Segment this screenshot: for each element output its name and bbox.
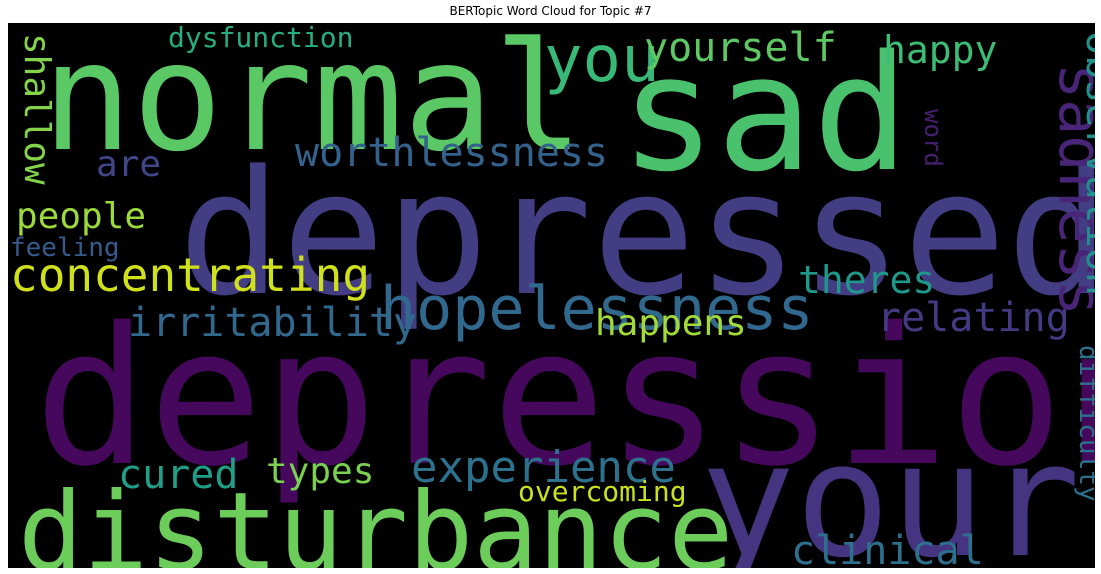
word-theres: theres	[798, 258, 935, 302]
word-hopelessness: hopelessness	[380, 274, 813, 344]
word-concentrating: concentrating	[10, 248, 370, 302]
word-your: your	[700, 409, 1081, 568]
word-yourself: yourself	[644, 25, 837, 71]
word-sad: sad	[620, 23, 909, 207]
word-cloud-background	[8, 23, 1095, 568]
word-normal: normal	[42, 23, 584, 185]
word-relating: relating	[877, 295, 1070, 341]
word-worthlessness: worthlessness	[295, 130, 608, 176]
word-depression: depression	[34, 287, 1095, 508]
word-overcoming: overcoming	[518, 475, 687, 508]
word-observation: observation	[1077, 31, 1095, 296]
word-feeling: feeling	[10, 233, 120, 263]
word-clinical: clinical	[791, 528, 984, 568]
word-sadness: sadness	[1045, 63, 1095, 316]
word-are: are	[96, 144, 161, 185]
word-happens: happens	[595, 303, 747, 344]
word-happy: happy	[883, 28, 997, 72]
word-experience: experience	[411, 442, 676, 493]
chart-title: BERTopic Word Cloud for Topic #7	[449, 4, 652, 18]
word-people: people	[16, 196, 146, 237]
word-you: you	[544, 23, 660, 97]
word-types: types	[266, 451, 374, 492]
word-dysfunction: dysfunction	[168, 23, 353, 54]
word-depressed: depressed	[178, 133, 1095, 334]
word-difficulty: difficulty	[1073, 345, 1095, 502]
word-shallow: shallow	[16, 33, 57, 185]
word-word: word	[919, 109, 947, 167]
word-disturbance: disturbance	[18, 470, 733, 568]
word-irritability: irritability	[128, 300, 417, 346]
word-cured: cured	[118, 452, 238, 498]
